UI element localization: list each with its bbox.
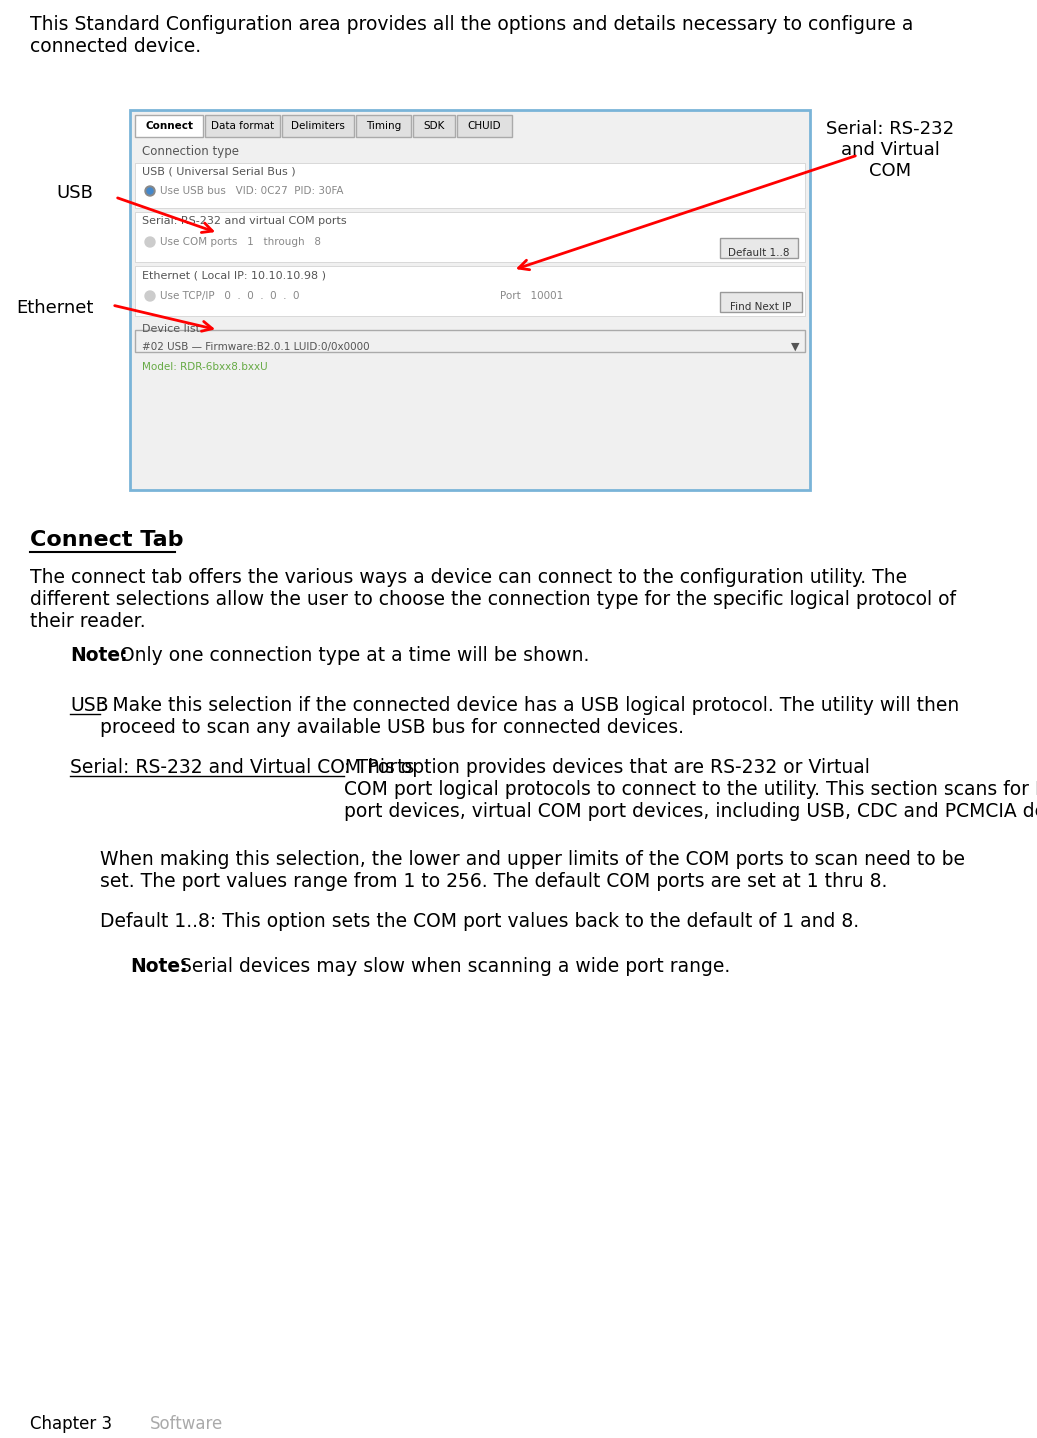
Text: Serial: RS-232
and Virtual
COM: Serial: RS-232 and Virtual COM xyxy=(825,119,954,180)
Text: Software: Software xyxy=(150,1415,223,1434)
Text: USB ( Universal Serial Bus ): USB ( Universal Serial Bus ) xyxy=(142,167,296,177)
Text: Use COM ports   1   through   8: Use COM ports 1 through 8 xyxy=(160,237,321,247)
Text: Default 1..8: This option sets the COM port values back to the default of 1 and : Default 1..8: This option sets the COM p… xyxy=(100,912,859,930)
Text: Note:: Note: xyxy=(130,958,188,976)
Text: Serial: RS-232 and virtual COM ports: Serial: RS-232 and virtual COM ports xyxy=(142,216,346,226)
FancyBboxPatch shape xyxy=(130,109,810,490)
Text: Delimiters: Delimiters xyxy=(291,121,345,131)
Text: Device list: Device list xyxy=(142,324,200,334)
Text: Timing: Timing xyxy=(366,121,401,131)
Text: Data format: Data format xyxy=(211,121,274,131)
Text: The connect tab offers the various ways a device can connect to the configuratio: The connect tab offers the various ways … xyxy=(30,568,956,631)
Text: Serial devices may slow when scanning a wide port range.: Serial devices may slow when scanning a … xyxy=(174,958,730,976)
Text: Connect: Connect xyxy=(145,121,193,131)
Text: USB: USB xyxy=(71,696,109,715)
FancyBboxPatch shape xyxy=(457,115,512,137)
FancyBboxPatch shape xyxy=(413,115,455,137)
Circle shape xyxy=(145,237,155,247)
Circle shape xyxy=(147,188,153,194)
Text: CHUID: CHUID xyxy=(468,121,501,131)
Text: Connect Tab: Connect Tab xyxy=(30,531,184,549)
Text: Use USB bus   VID: 0C27  PID: 30FA: Use USB bus VID: 0C27 PID: 30FA xyxy=(160,186,343,196)
FancyBboxPatch shape xyxy=(135,211,805,262)
Text: Only one connection type at a time will be shown.: Only one connection type at a time will … xyxy=(114,646,589,664)
FancyBboxPatch shape xyxy=(135,162,805,209)
Text: Chapter 3: Chapter 3 xyxy=(30,1415,112,1434)
FancyBboxPatch shape xyxy=(135,266,805,316)
Text: ▼: ▼ xyxy=(791,342,800,352)
Text: Port   10001: Port 10001 xyxy=(500,290,563,301)
Text: Serial: RS-232 and Virtual COM Ports: Serial: RS-232 and Virtual COM Ports xyxy=(71,758,415,777)
Text: : This option provides devices that are RS-232 or Virtual
COM port logical proto: : This option provides devices that are … xyxy=(343,758,1037,821)
FancyBboxPatch shape xyxy=(135,329,805,352)
Text: : Make this selection if the connected device has a USB logical protocol. The ut: : Make this selection if the connected d… xyxy=(100,696,959,738)
Text: Use TCP/IP   0  .  0  .  0  .  0: Use TCP/IP 0 . 0 . 0 . 0 xyxy=(160,290,300,301)
Text: Ethernet: Ethernet xyxy=(17,299,93,316)
Text: SDK: SDK xyxy=(423,121,445,131)
FancyBboxPatch shape xyxy=(356,115,411,137)
FancyBboxPatch shape xyxy=(282,115,354,137)
FancyBboxPatch shape xyxy=(135,115,203,137)
FancyBboxPatch shape xyxy=(205,115,280,137)
Text: USB: USB xyxy=(57,184,93,201)
FancyBboxPatch shape xyxy=(720,239,798,257)
Circle shape xyxy=(145,290,155,301)
Text: Default 1..8: Default 1..8 xyxy=(728,247,790,257)
Text: Note:: Note: xyxy=(71,646,128,664)
FancyBboxPatch shape xyxy=(720,292,802,312)
Text: Find Next IP: Find Next IP xyxy=(730,302,791,312)
Text: This Standard Configuration area provides all the options and details necessary : This Standard Configuration area provide… xyxy=(30,14,914,56)
Text: #02 USB — Firmware:B2.0.1 LUID:0/0x0000: #02 USB — Firmware:B2.0.1 LUID:0/0x0000 xyxy=(142,342,369,352)
Text: Model: RDR-6bxx8.bxxU: Model: RDR-6bxx8.bxxU xyxy=(142,362,268,372)
Circle shape xyxy=(145,186,155,196)
Text: Ethernet ( Local IP: 10.10.10.98 ): Ethernet ( Local IP: 10.10.10.98 ) xyxy=(142,270,326,280)
Text: When making this selection, the lower and upper limits of the COM ports to scan : When making this selection, the lower an… xyxy=(100,850,965,892)
Text: Connection type: Connection type xyxy=(142,145,239,158)
